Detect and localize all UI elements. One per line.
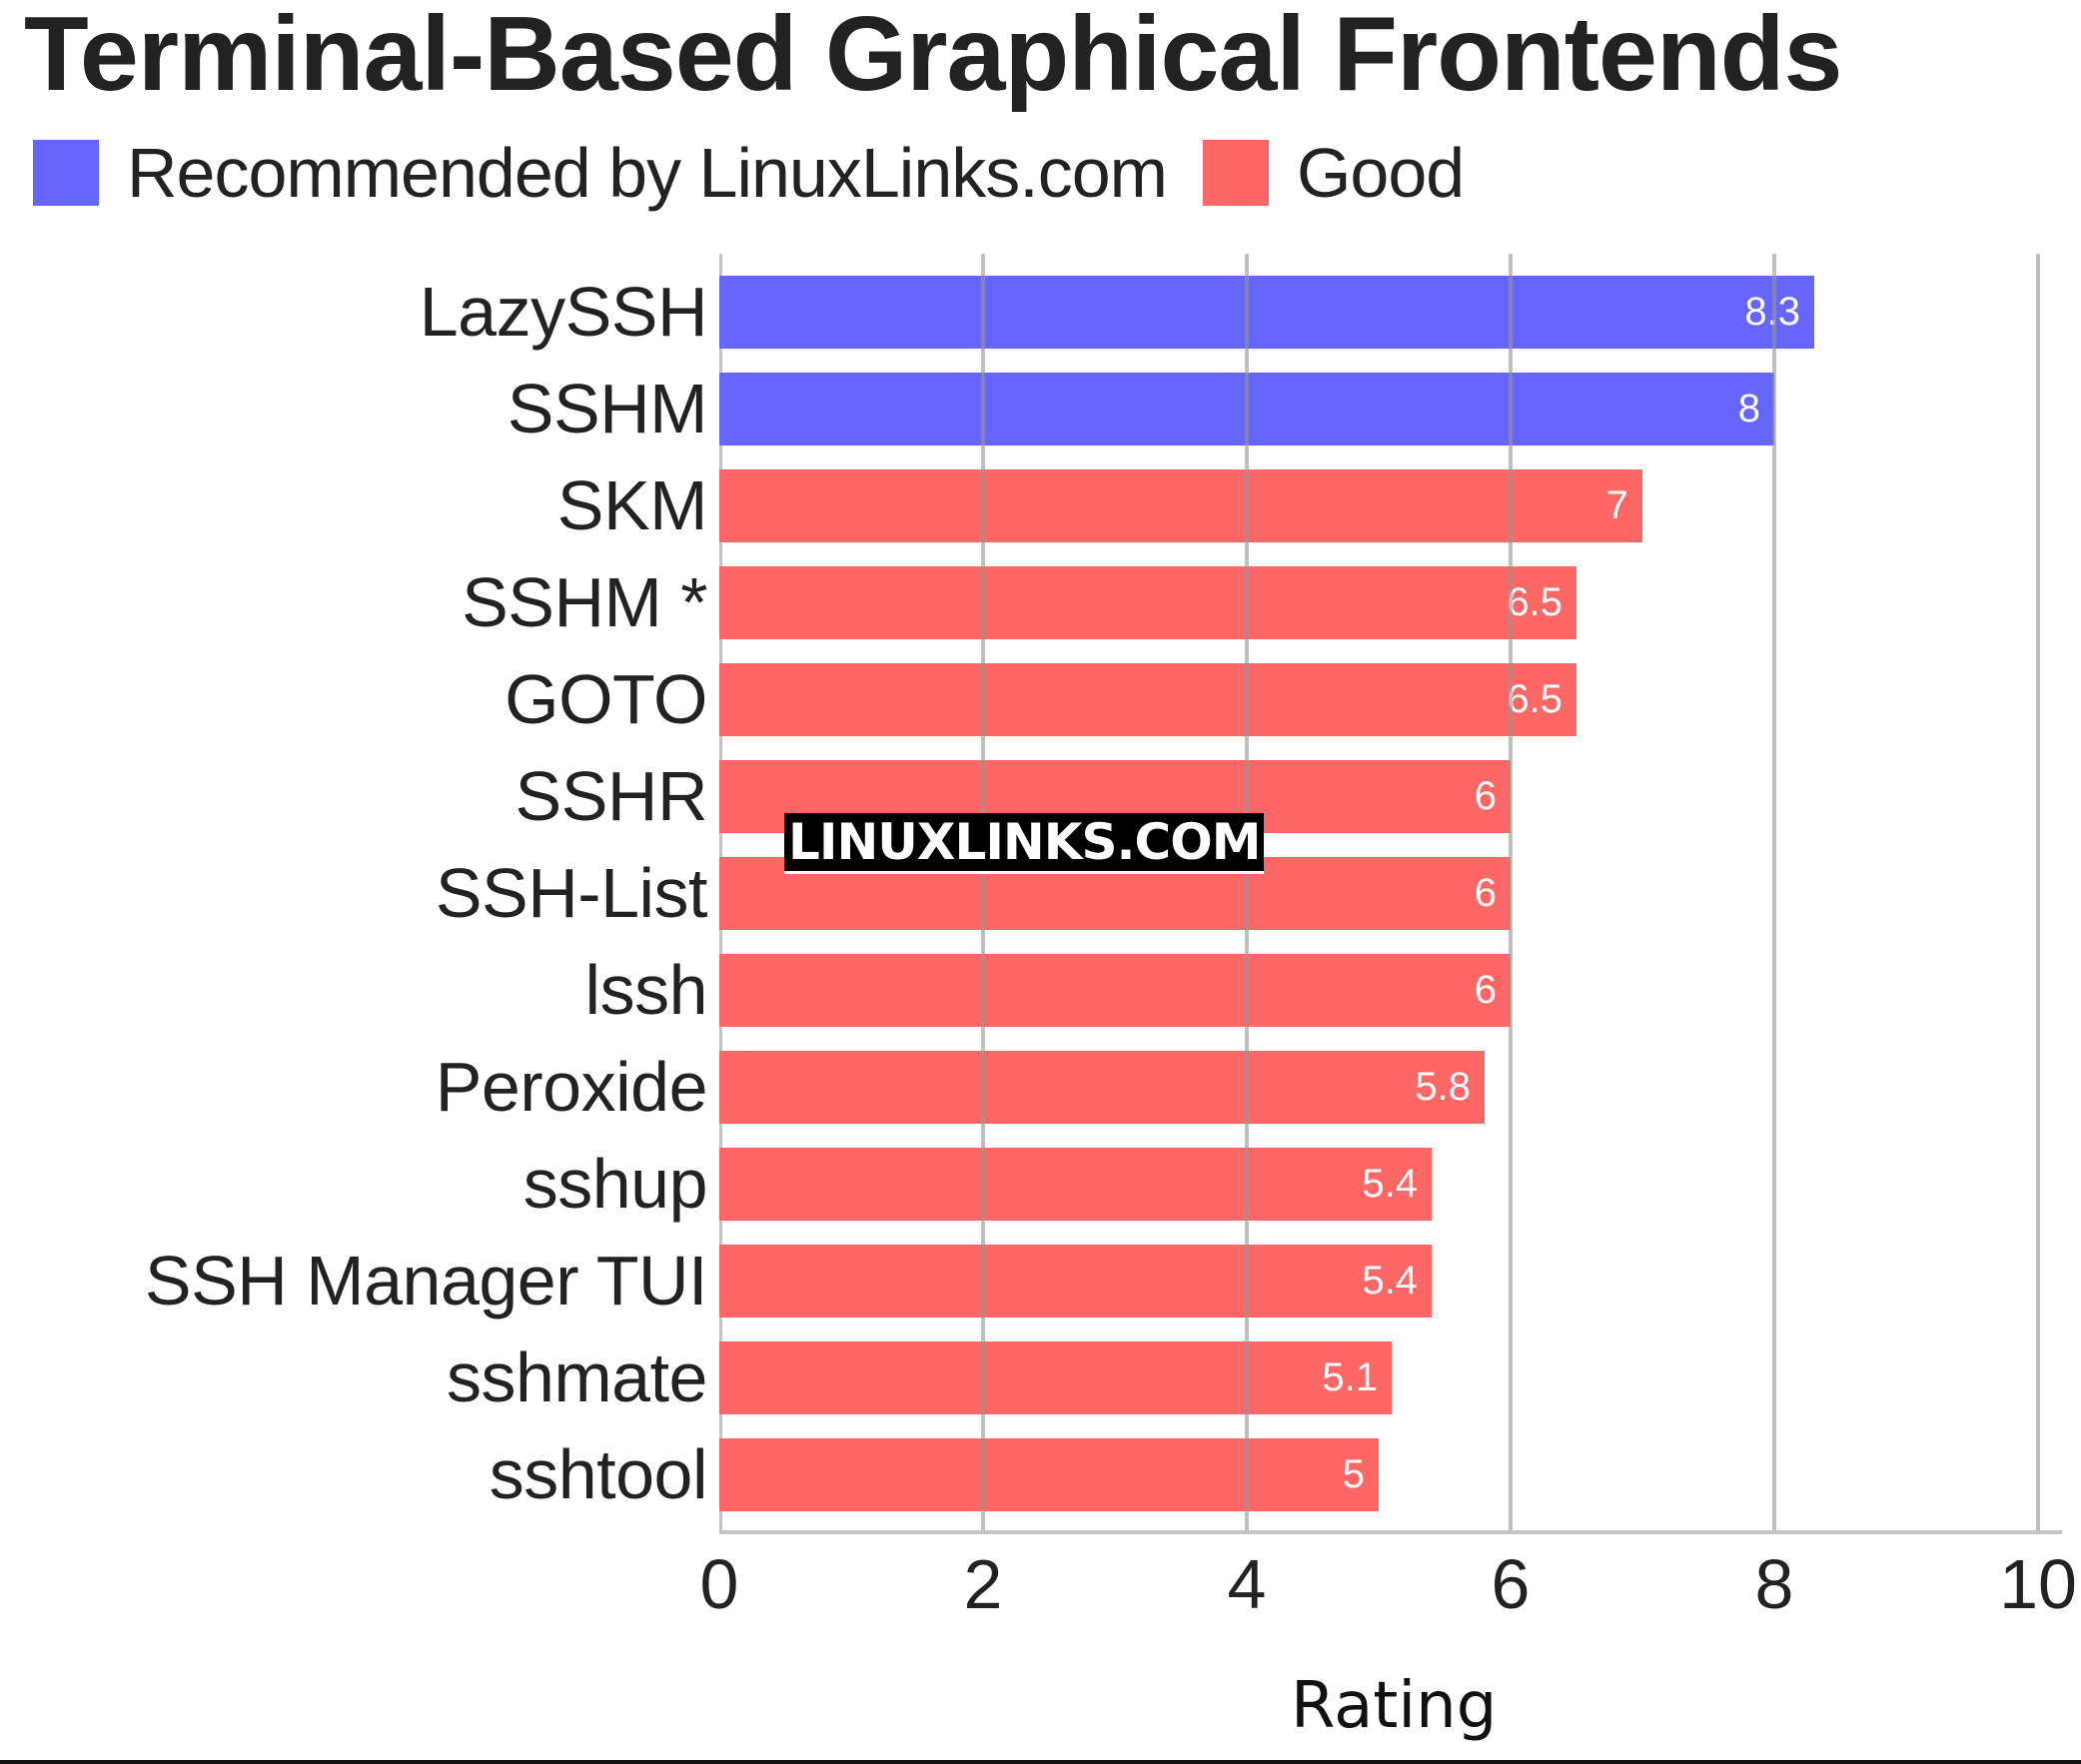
bar-sshmate: 5.1	[719, 1341, 1392, 1414]
bar-value-label: 5.4	[1362, 1259, 1418, 1303]
category-label: sshtool	[489, 1435, 708, 1513]
bar-value-label: 5.4	[1362, 1162, 1418, 1206]
legend-swatch-good	[1202, 140, 1269, 206]
category-label: lssh	[584, 951, 708, 1029]
legend: Recommended by LinuxLinks.com Good	[33, 138, 1500, 208]
legend-label-recommended: Recommended by LinuxLinks.com	[127, 134, 1168, 212]
category-label: SSH-List	[435, 854, 708, 932]
category-label: SSHM	[507, 370, 708, 447]
bar-value-label: 5	[1342, 1452, 1365, 1496]
bar-ssh-manager-tui: 5.4	[719, 1245, 1432, 1318]
bar-value-label: 6.5	[1507, 580, 1562, 624]
bar-sshm: 6.5	[719, 566, 1576, 639]
bar-value-label: 7	[1605, 483, 1628, 527]
legend-item-recommended: Recommended by LinuxLinks.com	[33, 134, 1168, 212]
bar-sshup: 5.4	[719, 1148, 1432, 1221]
category-label: SSHR	[515, 757, 708, 835]
gridline	[1245, 254, 1249, 1532]
x-tick-label: 0	[699, 1545, 739, 1623]
category-label: SSH Manager TUI	[144, 1242, 708, 1320]
x-tick-label: 8	[1754, 1545, 1794, 1623]
legend-item-good: Good	[1202, 134, 1465, 212]
bar-value-label: 5.8	[1415, 1065, 1471, 1109]
gridline	[1509, 254, 1513, 1532]
bar-lazyssh: 8.3	[719, 276, 1814, 349]
x-axis-label: Rating	[1291, 1669, 1498, 1743]
bar-sshtool: 5	[719, 1438, 1379, 1511]
category-label: SKM	[556, 466, 708, 544]
category-label: LazySSH	[419, 273, 708, 351]
watermark-logo: LINUXLINKS.COM	[784, 813, 1265, 874]
x-tick-label: 2	[963, 1545, 1003, 1623]
bar-value-label: 6	[1474, 968, 1497, 1012]
x-axis-line	[719, 1530, 2062, 1534]
category-label: GOTO	[505, 660, 707, 738]
category-label: sshup	[522, 1145, 708, 1223]
legend-swatch-recommended	[33, 140, 99, 206]
x-tick-label: 4	[1227, 1545, 1267, 1623]
bottom-rule	[0, 1760, 2081, 1764]
plot-area: 8.3 8 7 6.5 6.5 6 6 6 5.8 5.4 5.4 5.1 5	[719, 254, 2062, 1534]
gridline	[981, 254, 985, 1532]
bar-value-label: 8	[1737, 387, 1760, 431]
bar-peroxide: 5.8	[719, 1051, 1485, 1124]
bar-skm: 7	[719, 469, 1642, 542]
bar-value-label: 5.1	[1322, 1355, 1378, 1399]
gridline	[1772, 254, 1776, 1532]
bar-value-label: 6	[1474, 871, 1497, 915]
bar-lssh: 6	[719, 954, 1511, 1027]
legend-label-good: Good	[1296, 134, 1465, 212]
gridline	[2036, 254, 2040, 1532]
bar-value-label: 6.5	[1507, 677, 1562, 721]
chart-title: Terminal-Based Graphical Frontends	[24, 0, 1842, 113]
category-label: SSHM *	[462, 563, 707, 641]
bar-value-label: 6	[1474, 774, 1497, 818]
category-label: Peroxide	[435, 1048, 708, 1126]
x-tick-label: 10	[1999, 1545, 2077, 1623]
bar-goto: 6.5	[719, 663, 1576, 736]
category-label: sshmate	[446, 1338, 708, 1416]
x-tick-label: 6	[1491, 1545, 1531, 1623]
